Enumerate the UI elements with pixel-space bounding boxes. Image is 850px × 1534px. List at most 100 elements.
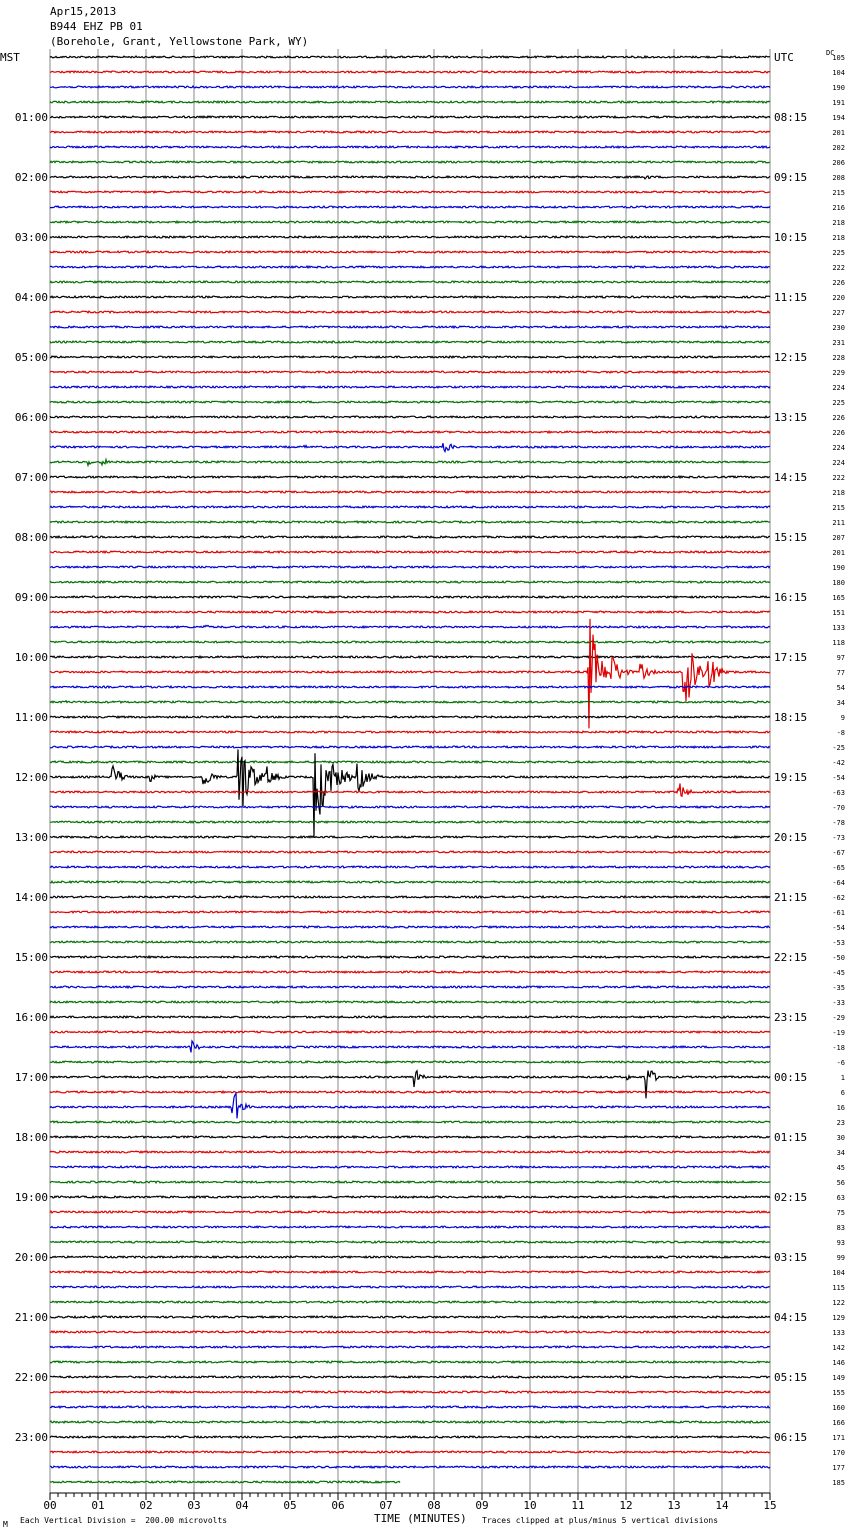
trace-88 xyxy=(49,1375,771,1380)
dc-offset-value: 215 xyxy=(832,504,845,512)
utc-axis-label: UTC xyxy=(774,51,794,64)
trace-8 xyxy=(49,174,771,180)
utc-hour-label: 09:15 xyxy=(774,171,807,184)
dc-offset-value: 215 xyxy=(832,189,845,197)
mst-axis-label: MST xyxy=(0,51,20,64)
utc-hour-label: 06:15 xyxy=(774,1431,807,1444)
trace-89 xyxy=(49,1389,771,1395)
trace-94 xyxy=(50,1465,771,1470)
dc-offset-value: -18 xyxy=(832,1044,845,1052)
utc-hour-label: 00:15 xyxy=(774,1071,807,1084)
dc-offset-value: 201 xyxy=(832,549,845,557)
trace-51 xyxy=(50,819,771,825)
trace-0 xyxy=(49,54,771,59)
trace-43 xyxy=(49,699,771,705)
trace-58 xyxy=(49,925,771,929)
dc-offset-value: -61 xyxy=(832,909,845,917)
trace-55 xyxy=(49,880,771,885)
x-axis: 00 01 02 03 04 05 06 07 08 09 10 11 12 13 14 15 xyxy=(43,1492,777,1512)
dc-offset-value: -63 xyxy=(832,789,845,797)
dc-offset-value: 105 xyxy=(832,54,845,62)
trace-20 xyxy=(49,355,771,359)
dc-offset-value: 34 xyxy=(837,1149,845,1157)
utc-hour-label: 08:15 xyxy=(774,111,807,124)
trace-5 xyxy=(49,130,771,135)
dc-offset-value: 190 xyxy=(832,84,845,92)
trace-92 xyxy=(49,1435,771,1439)
mst-hour-label: 08:00 xyxy=(15,531,48,544)
utc-hour-label: 12:15 xyxy=(774,351,807,364)
mst-hour-label: 09:00 xyxy=(15,591,48,604)
trace-2 xyxy=(50,84,771,89)
trace-73 xyxy=(49,1150,771,1154)
dc-offset-value: 6 xyxy=(841,1089,845,1097)
utc-hour-label: 19:15 xyxy=(774,771,807,784)
utc-hour-label: 14:15 xyxy=(774,471,807,484)
trace-57 xyxy=(50,909,771,915)
trace-90 xyxy=(49,1404,771,1410)
time-labels: MST 01:00 02:00 03:00 04:00 05:00 06:00 07:00 08… xyxy=(0,51,807,1444)
dc-offset-value: 194 xyxy=(832,114,845,122)
trace-67 xyxy=(49,1060,771,1065)
trace-13 xyxy=(49,249,771,255)
mst-hour-label: 13:00 xyxy=(15,831,48,844)
utc-hour-label: 20:15 xyxy=(774,831,807,844)
trace-52 xyxy=(49,835,771,840)
mst-hour-label: 06:00 xyxy=(15,411,48,424)
trace-28 xyxy=(49,474,771,480)
x-tick-label: 02 xyxy=(139,1499,152,1512)
x-tick-label: 04 xyxy=(235,1499,249,1512)
dc-offset-value: 201 xyxy=(832,129,845,137)
trace-25 xyxy=(49,429,771,435)
dc-offset-value: 30 xyxy=(837,1134,845,1142)
dc-offset-value: 180 xyxy=(832,579,845,587)
dc-offset-value: 228 xyxy=(832,354,845,362)
clip-note: Traces clipped at plus/minus 5 vertical … xyxy=(482,1516,719,1525)
trace-30 xyxy=(49,505,771,510)
trace-32 xyxy=(49,534,770,540)
trace-54 xyxy=(49,864,771,870)
dc-offset-value: -53 xyxy=(832,939,845,947)
dc-offset-value: -54 xyxy=(832,774,845,782)
trace-66 xyxy=(49,1039,771,1053)
trace-3 xyxy=(49,99,771,105)
dc-offset-value: -29 xyxy=(832,1014,845,1022)
dc-offset-value: -78 xyxy=(832,819,845,827)
trace-81 xyxy=(49,1270,770,1275)
trace-85 xyxy=(49,1329,770,1334)
trace-15 xyxy=(49,280,771,285)
dc-offset-value: 166 xyxy=(832,1419,845,1427)
trace-36 xyxy=(49,595,771,600)
dc-offset-value: 129 xyxy=(832,1314,845,1322)
utc-hour-label: 18:15 xyxy=(774,711,807,724)
dc-label: DC xyxy=(826,49,834,57)
mst-hour-label: 22:00 xyxy=(15,1371,48,1384)
dc-offset-value: 63 xyxy=(837,1194,845,1202)
trace-39 xyxy=(50,639,771,644)
corner-mark: M xyxy=(3,1520,8,1529)
trace-41 xyxy=(49,618,771,729)
trace-12 xyxy=(49,234,771,239)
trace-63 xyxy=(49,1000,771,1004)
utc-hour-label: 17:15 xyxy=(774,651,807,664)
trace-14 xyxy=(49,264,771,270)
header-station: B944 EHZ PB 01 xyxy=(50,20,143,33)
mst-hour-label: 03:00 xyxy=(15,231,48,244)
trace-35 xyxy=(49,580,771,584)
trace-95 xyxy=(49,1479,401,1484)
trace-11 xyxy=(49,219,771,225)
mst-hour-label: 19:00 xyxy=(15,1191,48,1204)
dc-offset-value: 75 xyxy=(837,1209,845,1217)
dc-offset-value: 222 xyxy=(832,264,845,272)
trace-71 xyxy=(49,1119,771,1125)
minute-gridlines xyxy=(49,49,771,1493)
utc-hour-label: 21:15 xyxy=(774,891,807,904)
x-tick-label: 10 xyxy=(523,1499,536,1512)
utc-hour-label: 02:15 xyxy=(774,1191,807,1204)
trace-48 xyxy=(49,749,771,838)
dc-offset-value: 133 xyxy=(832,624,845,632)
x-tick-label: 07 xyxy=(379,1499,392,1512)
dc-offset-value: 54 xyxy=(837,684,845,692)
dc-offset-value: 222 xyxy=(832,474,845,482)
dc-offset-value: 104 xyxy=(832,1269,845,1277)
